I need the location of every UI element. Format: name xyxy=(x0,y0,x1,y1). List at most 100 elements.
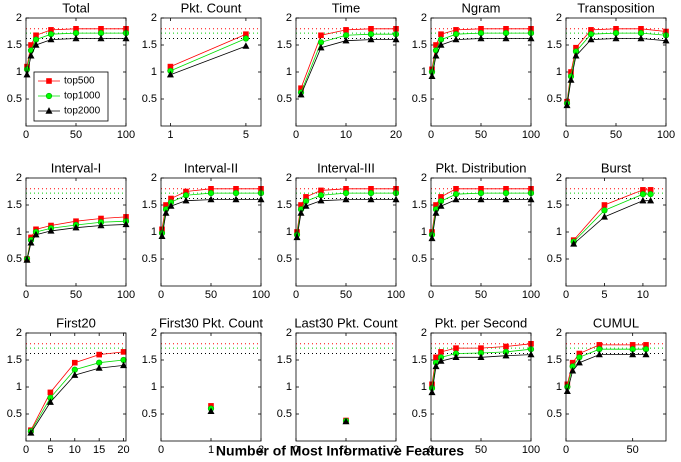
series-line xyxy=(431,354,532,393)
marker xyxy=(182,196,190,204)
plot-frame xyxy=(160,17,262,127)
marker xyxy=(47,35,55,43)
marker xyxy=(162,209,170,216)
legend-label: top1000 xyxy=(64,91,101,102)
subplot-title: Pkt. Count xyxy=(181,0,242,15)
x-tick-label: 0 xyxy=(23,129,29,141)
series-line xyxy=(170,33,247,67)
marker xyxy=(27,51,35,59)
subplot-title: Interval-III xyxy=(317,160,375,175)
marker xyxy=(575,358,583,366)
plot-frame xyxy=(430,177,532,287)
marker xyxy=(647,191,654,198)
marker xyxy=(343,27,349,33)
marker xyxy=(302,202,310,209)
marker xyxy=(601,202,608,208)
plot-frame xyxy=(295,332,397,442)
y-tick-label: 2 xyxy=(151,327,157,339)
plot-frame xyxy=(160,177,262,287)
marker xyxy=(642,350,650,358)
subplot-title: Ngram xyxy=(461,0,500,15)
y-tick-label: 1 xyxy=(286,66,292,78)
y-tick-label: 2 xyxy=(286,172,292,184)
series-line xyxy=(431,38,531,77)
marker xyxy=(120,349,127,355)
marker xyxy=(502,34,510,42)
marker xyxy=(595,350,603,358)
x-tick-label: 50 xyxy=(475,129,487,141)
marker xyxy=(477,34,485,42)
plot-frame xyxy=(565,17,667,127)
x-tick-label: 0 xyxy=(293,444,299,456)
y-tick-label: 1.5 xyxy=(142,199,157,211)
marker xyxy=(317,43,325,51)
y-tick-label: 2 xyxy=(16,327,22,339)
marker xyxy=(432,209,440,216)
x-tick-label: 100 xyxy=(522,129,540,141)
marker xyxy=(502,351,510,359)
series-line xyxy=(161,199,261,237)
marker xyxy=(503,343,509,350)
x-tick-label: 0 xyxy=(23,289,29,301)
marker xyxy=(629,350,637,358)
y-tick-label: 0.5 xyxy=(547,253,562,265)
x-tick-label: 1 xyxy=(167,129,173,141)
marker xyxy=(45,107,53,114)
marker xyxy=(47,227,55,234)
y-tick-label: 2 xyxy=(286,327,292,339)
y-tick-label: 2 xyxy=(421,172,427,184)
x-tick-label: 50 xyxy=(627,444,639,456)
x-tick-label: 50 xyxy=(340,289,352,301)
y-tick-label: 1.5 xyxy=(547,199,562,211)
y-tick-label: 2 xyxy=(151,12,157,24)
marker xyxy=(452,353,460,360)
marker xyxy=(317,196,325,204)
y-tick-label: 1 xyxy=(556,226,562,238)
marker xyxy=(477,190,485,197)
y-tick-label: 0.5 xyxy=(142,253,157,265)
x-tick-label: 2 xyxy=(258,444,264,456)
y-tick-label: 1.5 xyxy=(277,199,292,211)
marker xyxy=(318,187,324,194)
y-tick-label: 2 xyxy=(151,172,157,184)
x-tick-label: 50 xyxy=(70,289,82,301)
series-line xyxy=(300,28,396,89)
x-tick-label: 0 xyxy=(158,444,164,456)
y-tick-label: 0.5 xyxy=(412,93,427,105)
marker xyxy=(232,195,240,203)
y-tick-label: 1.5 xyxy=(412,199,427,211)
y-tick-label: 1 xyxy=(16,226,22,238)
plot-frame xyxy=(25,17,127,127)
marker xyxy=(293,233,301,241)
marker xyxy=(428,234,436,242)
subplot-title: First30 Pkt. Count xyxy=(159,315,263,330)
x-tick-label: 100 xyxy=(117,289,135,301)
marker xyxy=(342,195,350,203)
marker xyxy=(647,196,655,204)
subplot-title: Interval-II xyxy=(184,160,238,175)
series-line xyxy=(296,199,396,238)
marker xyxy=(207,190,215,197)
marker xyxy=(46,398,54,405)
subplot-title: Transposition xyxy=(577,0,655,15)
marker xyxy=(612,34,620,42)
subplot-title: Last30 Pkt. Count xyxy=(294,315,398,330)
y-tick-label: 1 xyxy=(16,381,22,393)
y-tick-label: 2 xyxy=(556,172,562,184)
subplot-title: Pkt. per Second xyxy=(435,315,528,330)
series-line xyxy=(573,193,651,243)
y-tick-label: 1 xyxy=(421,226,427,238)
y-tick-label: 1 xyxy=(421,66,427,78)
x-tick-label: 10 xyxy=(69,444,81,456)
series-line xyxy=(300,39,396,95)
plot-frame xyxy=(25,177,127,287)
y-tick-label: 0.5 xyxy=(412,408,427,420)
x-tick-label: 10 xyxy=(340,129,352,141)
legend-label: top500 xyxy=(64,76,95,87)
y-tick-label: 0.5 xyxy=(277,93,292,105)
y-tick-label: 1.5 xyxy=(547,39,562,51)
marker xyxy=(242,42,250,49)
x-tick-label: 0 xyxy=(23,444,29,456)
x-tick-label: 100 xyxy=(657,129,675,141)
